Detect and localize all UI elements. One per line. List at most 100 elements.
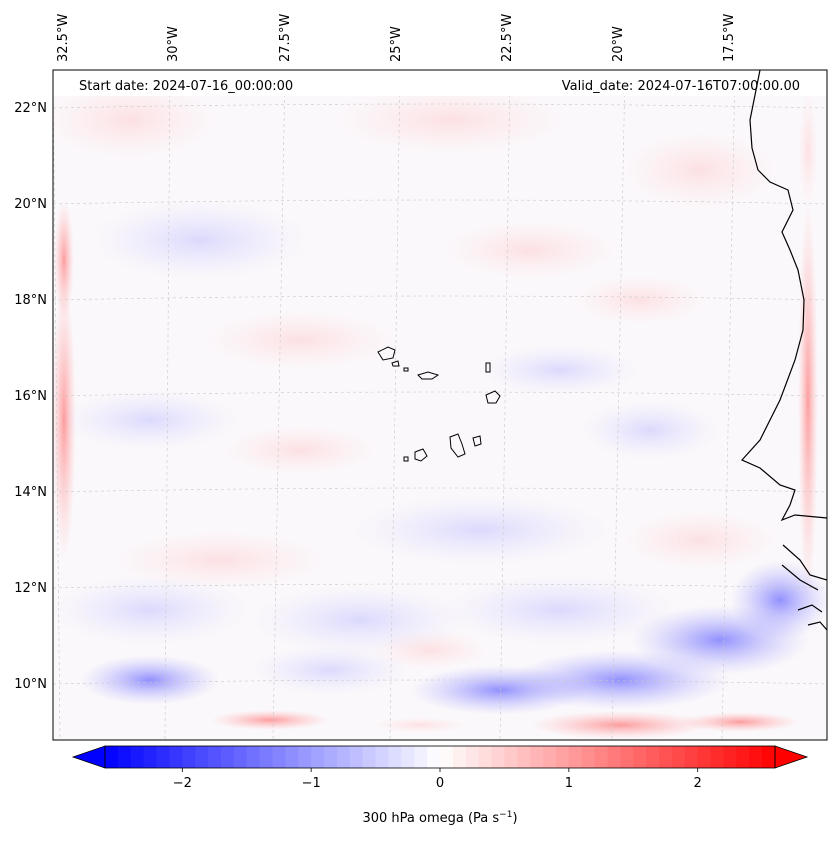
coastline (741, 70, 827, 631)
latitude-labels: 22°N 20°N 18°N 16°N 14°N 12°N 10°N (14, 101, 47, 692)
omega-field (53, 80, 827, 739)
colorbar-cell (659, 746, 673, 768)
colorbar-tick-label: −1 (302, 776, 321, 791)
colorbar-cell (504, 746, 518, 768)
colorbar-cell (143, 746, 157, 768)
colorbar-cell (633, 746, 647, 768)
colorbar-label-end: ) (512, 811, 517, 826)
colorbar-cell (452, 746, 467, 768)
colorbar-tick-label: 0 (436, 776, 444, 791)
colorbar-cell (208, 746, 222, 768)
colorbar-cell (607, 746, 621, 768)
lat-label-20n: 20°N (14, 197, 47, 212)
island-boa-vista (485, 390, 501, 404)
colorbar-cell (388, 746, 402, 768)
lat-label-16n: 16°N (14, 389, 47, 404)
colorbar-cell (671, 746, 686, 768)
colorbar-label-sup: −1 (499, 810, 512, 820)
colorbar-cell (105, 746, 119, 768)
colorbar-cell (517, 746, 531, 768)
colorbar-cell (298, 746, 312, 768)
colorbar-cell (130, 746, 145, 768)
lon-label-25w: 25°W (389, 26, 404, 62)
island-brava (403, 456, 409, 462)
colorbar-label-main: 300 hPa omega (Pa s (362, 811, 499, 826)
colorbar-cell (336, 746, 351, 768)
colorbar-ticks: −2 −1 0 1 2 (173, 768, 702, 791)
lon-label-17-5w: 17.5°W (722, 14, 737, 62)
colorbar-cell (581, 746, 596, 768)
colorbar-cell (169, 746, 183, 768)
colorbar-cell (285, 746, 299, 768)
colorbar-cell (749, 746, 763, 768)
colorbar-cell (220, 746, 235, 768)
island-santa-luzia (403, 367, 409, 372)
colorbar-cell (491, 746, 505, 768)
island-sal (485, 362, 491, 373)
colorbar-extend-min (71, 745, 106, 769)
longitude-labels: 32.5°W 30°W 27.5°W 25°W 22.5°W 20°W 17.5… (56, 14, 737, 62)
colorbar-cell (272, 746, 286, 768)
lon-label-30w: 30°W (166, 26, 181, 62)
colorbar-cell (362, 746, 376, 768)
colorbar-cell (233, 746, 248, 768)
colorbar-tick-label: −2 (173, 776, 192, 791)
colorbar-cells (105, 746, 776, 768)
lat-label-22n: 22°N (14, 101, 47, 116)
start-date-label: Start date: 2024-07-16_00:00:00 (79, 79, 293, 94)
map-panel (53, 70, 827, 740)
colorbar-cell (697, 746, 711, 768)
colorbar-cell (311, 746, 325, 768)
island-santiago (449, 433, 466, 458)
lon-label-20w: 20°W (611, 26, 626, 62)
lat-label-10n: 10°N (14, 677, 47, 692)
colorbar-cell (555, 746, 570, 768)
lon-label-27-5w: 27.5°W (278, 14, 293, 62)
island-maio (472, 435, 482, 447)
colorbar-cell (156, 746, 170, 768)
lon-label-32-5w: 32.5°W (56, 14, 71, 62)
colorbar-cell (620, 746, 634, 768)
map-frame (52, 69, 828, 741)
colorbar-cell (195, 746, 209, 768)
colorbar-cell (349, 746, 364, 768)
cape-verde-islands (377, 346, 501, 462)
colorbar-cell (117, 746, 132, 768)
lat-label-12n: 12°N (14, 581, 47, 596)
colorbar-cell (324, 746, 338, 768)
header-strip (53, 70, 827, 96)
gridlines (53, 70, 827, 740)
colorbar-cell (646, 746, 660, 768)
lon-label-22-5w: 22.5°W (500, 14, 515, 62)
colorbar-cell (259, 746, 273, 768)
colorbar-cell (594, 746, 608, 768)
colorbar-cell (684, 746, 699, 768)
colorbar-cell (710, 746, 724, 768)
colorbar-tick-label: 2 (694, 776, 702, 791)
colorbar-label: 300 hPa omega (Pa s−1) (362, 810, 517, 826)
island-sao-vicente (391, 360, 400, 367)
colorbar-cell (530, 746, 544, 768)
colorbar-cell (440, 746, 454, 768)
valid-date-label: Valid_date: 2024-07-16T07:00:00.00 (562, 79, 800, 94)
colorbar-cell (568, 746, 583, 768)
colorbar: −2 −1 0 1 2 300 hPa omega (Pa s−1) (71, 745, 809, 826)
colorbar-cell (478, 746, 492, 768)
colorbar-cell (736, 746, 750, 768)
island-santo-antao (377, 346, 396, 361)
island-sao-nicolau (417, 371, 440, 380)
colorbar-cell (401, 746, 415, 768)
colorbar-cell (375, 746, 389, 768)
colorbar-cell (427, 746, 441, 768)
lat-label-14n: 14°N (14, 485, 47, 500)
colorbar-cell (723, 746, 737, 768)
colorbar-cell (414, 746, 428, 768)
lat-label-18n: 18°N (14, 293, 47, 308)
colorbar-cell (182, 746, 196, 768)
colorbar-extend-max (774, 745, 809, 769)
colorbar-cell (465, 746, 480, 768)
colorbar-cell (246, 746, 261, 768)
island-fogo (414, 448, 428, 462)
colorbar-cell (543, 746, 557, 768)
